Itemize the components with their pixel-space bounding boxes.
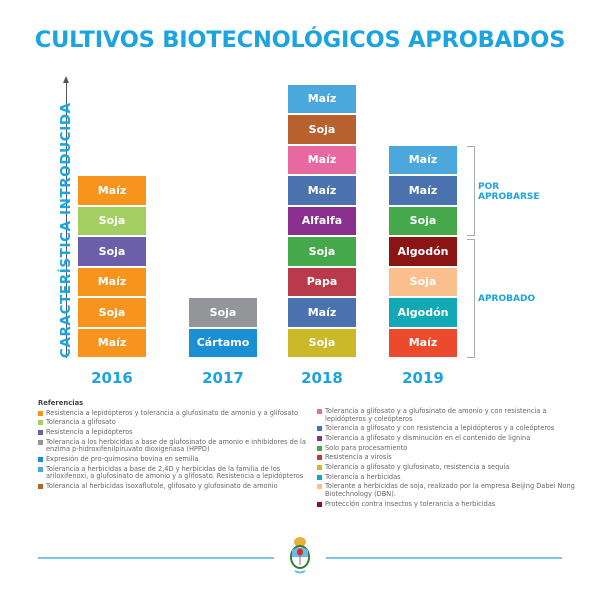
legend-swatch [317, 465, 322, 471]
legend-text: Resistencia a lepidópteros y tolerancia … [46, 408, 299, 417]
legend-right: Tolerancia a glifosato y a glufosinato d… [317, 407, 579, 510]
legend-item: Tolerancia a glifosato [38, 419, 310, 427]
crop-block: Maíz [78, 267, 146, 296]
crop-block: Maíz [288, 84, 356, 113]
status-approved: APROBADO [478, 294, 536, 304]
crop-block: Soja [389, 206, 457, 235]
crop-block: Maíz [389, 145, 457, 174]
crop-block: Maíz [389, 176, 457, 205]
legend-swatch [38, 439, 43, 445]
legend-swatch [38, 410, 43, 416]
status-pending-line2: APROBARSE [478, 192, 540, 202]
legend-item: Protección contra insectos y tolerancia … [317, 499, 579, 509]
legend-item: Tolerancia a herbicidas [317, 472, 579, 482]
legend-item: Tolerancia a los herbicidas a base de gl… [38, 437, 310, 454]
legend-item: Tolerancia a glifosato y glufosinato, re… [317, 463, 579, 472]
legend-item: Expresión de pro-quimosina bovina en sem… [38, 454, 310, 464]
legend-item: Tolerancia a glifosato y con resistencia… [317, 425, 579, 433]
legend-text: Tolerancia al herbicidas isoxaflutole, g… [46, 481, 278, 490]
crop-block: Soja [78, 298, 146, 327]
crop-block: Soja [189, 298, 257, 327]
legend-item: Solo para procesamiento [317, 443, 579, 453]
crop-block: Soja [288, 115, 356, 144]
legend-item: Tolerante a herbicidas de soja, realizad… [317, 483, 579, 498]
year-label: 2019 [402, 369, 444, 387]
pending-bracket [467, 146, 475, 236]
crop-block: Cártamo [189, 328, 257, 357]
y-axis-arrow [63, 76, 69, 358]
legend-swatch [317, 484, 322, 490]
crop-block: Maíz [78, 328, 146, 357]
crop-block: Soja [78, 237, 146, 266]
legend-swatch [317, 445, 322, 451]
footer-divider-right [326, 557, 562, 559]
legend-swatch [317, 474, 322, 480]
legend-text: Tolerancia a glifosato y glufosinato, re… [325, 463, 510, 472]
crop-block: Maíz [288, 176, 356, 205]
status-pending-line1: POR [478, 182, 500, 192]
bar-2016: Maíz Soja Maíz Soja Soja Maíz [78, 176, 146, 357]
legend-swatch [38, 420, 43, 426]
legend-swatch [317, 409, 322, 414]
legend-text: Solo para procesamiento [325, 443, 408, 452]
crop-block: Soja [389, 267, 457, 296]
bar-2019: Maíz Algodón Soja Algodón Soja Maíz Maíz [389, 145, 457, 357]
legend-text: Tolerancia a herbicidas a base de 2,4D y… [46, 464, 304, 481]
page-title: CULTIVOS BIOTECNOLÓGICOS APROBADOS [34, 27, 566, 53]
legend-item: Tolerancia al herbicidas isoxaflutole, g… [38, 481, 310, 491]
crop-block: Alfalfa [288, 206, 356, 235]
legend-text: Tolerancia a glifosato y disminución en … [325, 433, 531, 442]
legend-item: Resistencia a virosis [317, 454, 579, 462]
legend-item: Tolerancia a herbicidas a base de 2,4D y… [38, 464, 310, 481]
legend-swatch [38, 429, 43, 435]
legend-text: Tolerancia a herbicidas [325, 472, 401, 481]
legend-text: Tolerancia a los herbicidas a base de gl… [46, 437, 306, 454]
legend-title: Referencias [38, 399, 84, 407]
crop-block: Maíz [389, 328, 457, 357]
crop-block: Maíz [78, 176, 146, 205]
bar-2017: Cártamo Soja [189, 298, 257, 357]
legend-item: Resistencia a lepidópteros y tolerancia … [38, 408, 310, 418]
legend-text: Tolerante a herbicidas de soja, realizad… [325, 482, 575, 498]
legend-text: Resistencia a lepidópteros [46, 427, 133, 436]
year-label: 2017 [202, 369, 244, 387]
legend-left: Referencias Resistencia a lepidópteros y… [38, 399, 310, 493]
crop-block: Maíz [288, 298, 356, 327]
legend-swatch [38, 466, 43, 472]
legend-item: Tolerancia a glifosato y disminución en … [317, 433, 579, 443]
crop-block: Soja [78, 206, 146, 235]
legend-swatch [38, 483, 43, 489]
legend-text: Tolerancia a glifosato y a glufosinato d… [325, 407, 547, 423]
crop-block: Algodón [389, 237, 457, 266]
crop-block: Soja [288, 237, 356, 266]
legend-item: Tolerancia a glifosato y a glufosinato d… [317, 407, 579, 423]
bar-2018: Soja Maíz Papa Soja Alfalfa Maíz Maíz Soja Maíz [288, 84, 356, 357]
y-axis-label: CARACTERÍSTICA INTRODUCIDA [58, 102, 74, 358]
legend-swatch [317, 455, 322, 461]
crop-block: Algodón [389, 298, 457, 327]
national-emblem-icon [290, 537, 310, 574]
legend-text: Protección contra insectos y tolerancia … [325, 499, 496, 508]
status-pending: POR APROBARSE [478, 182, 540, 202]
legend-text: Expresión de pro-quimosina bovina en sem… [46, 454, 199, 463]
legend-swatch [317, 435, 322, 441]
year-label: 2018 [301, 369, 343, 387]
crop-block: Soja [288, 328, 356, 357]
legend-swatch [317, 501, 322, 507]
year-label: 2016 [91, 369, 133, 387]
legend-swatch [38, 456, 43, 462]
footer-divider-left [38, 557, 274, 559]
legend-item: Resistencia a lepidópteros [38, 427, 310, 437]
legend-text: Resistencia a virosis [325, 453, 392, 462]
approved-bracket [467, 239, 475, 358]
legend-text: Tolerancia a glifosato y con resistencia… [325, 424, 555, 433]
crop-block: Papa [288, 267, 356, 296]
legend-swatch [317, 426, 322, 432]
crop-block: Maíz [288, 145, 356, 174]
legend-text: Tolerancia a glifosato [46, 418, 116, 427]
